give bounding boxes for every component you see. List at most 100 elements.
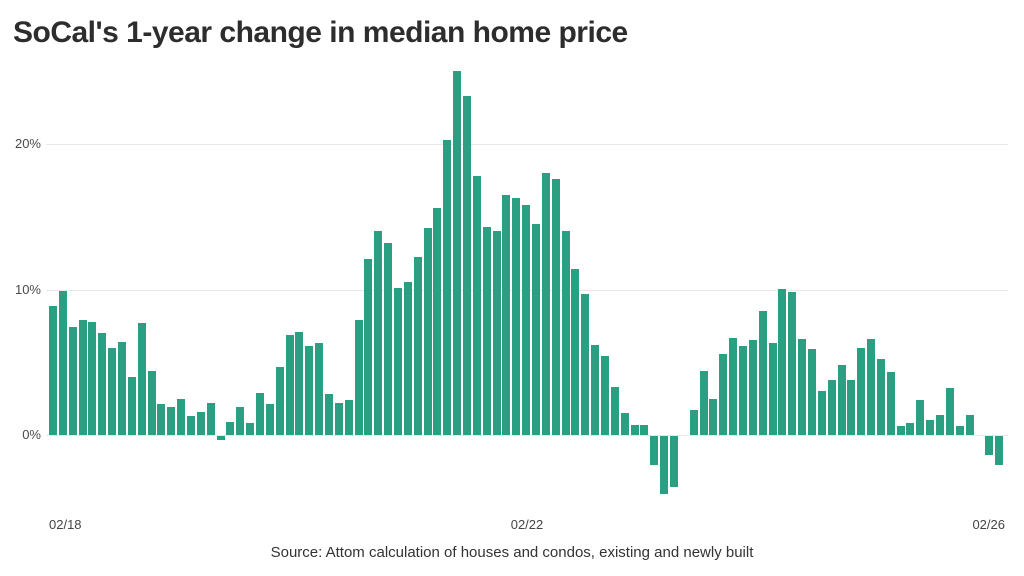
bar <box>531 224 540 435</box>
y-axis-label-20: 20% <box>14 136 41 151</box>
gridline-20 <box>46 144 1008 145</box>
bar <box>995 436 1004 465</box>
bar <box>433 208 442 435</box>
bar <box>325 394 333 435</box>
bar <box>630 425 639 435</box>
bar <box>778 289 787 435</box>
bar <box>384 243 393 435</box>
bar <box>374 231 383 435</box>
bar <box>837 365 846 435</box>
bar <box>49 306 57 435</box>
bar <box>108 348 117 435</box>
bar <box>137 323 146 435</box>
bar <box>876 359 885 435</box>
bar <box>236 407 245 435</box>
bar <box>817 391 826 435</box>
bar <box>453 71 462 435</box>
bar <box>729 338 737 435</box>
x-axis-label: 02/22 <box>510 517 544 532</box>
bar <box>689 410 698 435</box>
bar <box>482 227 491 435</box>
x-axis-label: 02/18 <box>49 517 82 532</box>
bar <box>492 231 501 435</box>
bar <box>216 436 225 440</box>
bar <box>916 400 925 435</box>
bar <box>620 413 629 435</box>
bar <box>896 426 905 435</box>
bar <box>226 422 235 435</box>
bar <box>68 327 77 435</box>
bar <box>118 342 126 435</box>
bar <box>196 412 205 435</box>
bar <box>699 371 708 435</box>
bar <box>857 348 866 435</box>
bar <box>403 282 412 435</box>
bar <box>551 179 560 435</box>
bar <box>265 404 274 435</box>
bar <box>788 292 797 435</box>
bar <box>719 354 728 435</box>
bar <box>502 195 511 435</box>
bar <box>561 231 570 435</box>
bar <box>541 173 550 435</box>
bar <box>147 371 156 435</box>
bar <box>187 416 195 435</box>
bar <box>591 345 600 435</box>
bar <box>78 320 87 435</box>
bar <box>344 400 353 435</box>
bar <box>936 415 944 435</box>
bar <box>945 388 954 435</box>
bar <box>423 228 432 435</box>
bar <box>364 259 373 435</box>
chart-title: SoCal's 1-year change in median home pri… <box>13 16 628 49</box>
bar <box>177 399 186 435</box>
y-axis-label-0: 0% <box>22 427 41 442</box>
bar <box>748 340 757 435</box>
bar <box>472 176 481 435</box>
x-axis-label: 02/26 <box>972 517 1005 532</box>
bar <box>867 339 875 435</box>
bar <box>768 343 777 435</box>
bar <box>315 343 324 435</box>
bar <box>669 436 678 487</box>
bar <box>758 311 767 435</box>
bar <box>256 393 264 435</box>
bar <box>334 403 343 435</box>
bar <box>709 399 718 435</box>
bar <box>660 436 669 494</box>
bar <box>354 320 363 435</box>
bar <box>167 407 176 435</box>
bar <box>88 322 97 435</box>
bar <box>295 332 304 435</box>
bar <box>512 198 521 435</box>
bar <box>522 205 531 435</box>
bar <box>285 335 294 435</box>
y-axis-label-10: 10% <box>14 281 41 297</box>
bar <box>246 423 255 435</box>
bar <box>571 269 580 435</box>
bar <box>926 420 935 435</box>
bar <box>847 380 856 435</box>
bar <box>127 377 136 435</box>
bar <box>413 257 422 435</box>
bar <box>305 346 314 435</box>
bar <box>58 291 67 435</box>
gridline-0 <box>46 435 1008 436</box>
bar <box>157 404 166 435</box>
bar <box>807 349 816 435</box>
bar <box>462 96 471 435</box>
bar <box>886 372 895 435</box>
bar <box>985 436 994 455</box>
bar <box>206 403 215 435</box>
bar <box>640 425 649 435</box>
bar <box>965 415 974 435</box>
bar <box>393 288 402 435</box>
bar <box>798 339 806 435</box>
bar <box>650 436 659 465</box>
bar <box>275 367 284 435</box>
bar <box>98 333 107 435</box>
bar <box>906 423 915 435</box>
bar <box>600 356 609 435</box>
